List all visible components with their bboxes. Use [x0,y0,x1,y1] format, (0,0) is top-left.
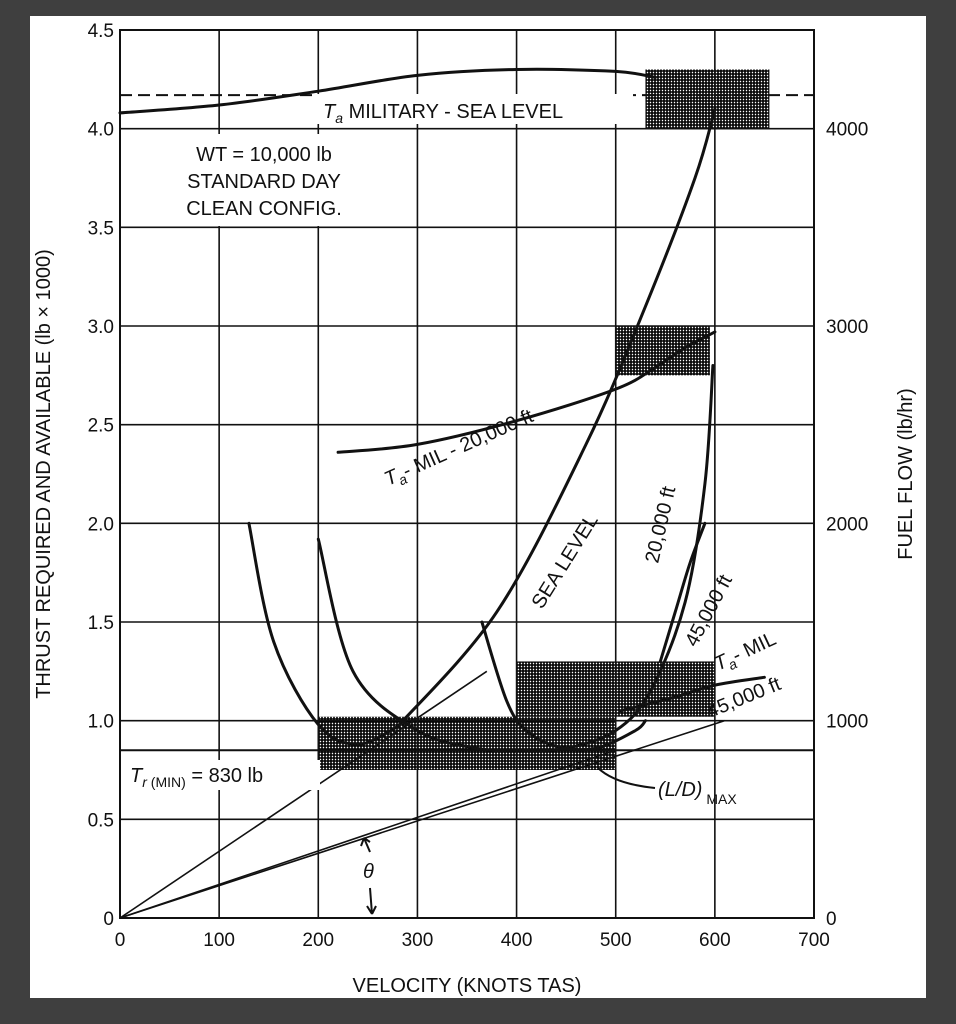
series-line-3 [247,521,400,746]
annotations: WT = 10,000 lb STANDARD DAY CLEAN CONFIG. T… [124,94,784,915]
note-line: CLEAN CONFIG. [186,198,342,220]
ta-rest: MILITARY - SEA LEVEL [343,101,563,123]
tangent-rays [119,670,726,919]
series-line-0 [118,67,657,115]
ld-sub: MAX [702,791,737,807]
x-tick-label: 300 [402,930,434,951]
theta-label: θ [363,861,374,883]
ta-20000-label: Ta- MIL - 20,000 ft [381,405,538,493]
x-tick-label: 500 [600,930,632,951]
y2-axis-label: FUEL FLOW (lb/hr) [895,388,917,560]
ray-0 [119,670,488,919]
y2-tick-label: 4000 [826,120,868,141]
ld-max-label: (L/D) MAX [658,779,737,807]
y-tick-label: 3.5 [88,218,114,239]
chart-figure: 0 100 200 300 400 500 600 700 0 0.5 1.0 1.5 2.0 2.5 3.… [30,16,926,998]
y-tick-label: 2.0 [88,514,114,535]
x-tick-label: 100 [203,930,235,951]
y-tick-label: 4.5 [88,21,114,42]
ta-sea-level-label: Ta MILITARY - SEA LEVEL [323,101,563,126]
theta-arrow-up [360,837,371,853]
series-line-2 [619,675,766,713]
chart-svg: 0 100 200 300 400 500 600 70000.51.01.52.02.53.… [33,21,917,997]
y2-tick-label: 3000 [826,317,868,338]
y-tick-label: 2.5 [88,416,114,437]
grid-lines [119,29,815,919]
theta-arrow-down [366,887,377,915]
y-tick-label: 1.0 [88,712,114,733]
tr-t: T [130,765,144,787]
ta-t: T [323,101,337,123]
tr-sub: r [142,774,148,790]
y2-tick-label: 1000 [826,712,868,733]
tr-min-label: Tr (MIN) = 830 lb [130,765,263,790]
hatched-region-0 [645,69,770,129]
y-tick-label: 4.0 [88,120,114,141]
x-axis-label: VELOCITY (KNOTS TAS) [353,975,582,997]
tr-rest: = 830 lb [186,765,263,787]
ld-main: (L/D) [658,779,702,801]
x-tick-label: 400 [501,930,533,951]
series-line-1 [336,330,717,454]
y-axis-label: THRUST REQUIRED AND AVAILABLE (lb × 1000… [33,249,55,699]
axis-labels: VELOCITY (KNOTS TAS) THRUST REQUIRED AND … [33,249,917,997]
tr-min-small: (MIN) [147,774,186,790]
ray-1 [119,719,726,919]
note-line: STANDARD DAY [187,171,341,193]
ld-leader [597,767,656,789]
y-tick-label: 3.0 [88,317,114,338]
y-tick-label: 1.5 [88,613,114,634]
notes-background [150,134,380,226]
curves [118,67,766,753]
series-line-4 [396,107,717,729]
alt-20000-label: 20,000 ft [641,484,680,565]
ray-2 [119,749,616,919]
note-line: WT = 10,000 lb [196,144,332,166]
hatched-region-1 [615,326,710,376]
y2-tick-label: 0 [826,909,837,930]
plot-frame [119,29,815,919]
y-tick-label: 0 [103,909,114,930]
hatched-regions [318,69,770,770]
x-tick-label: 200 [302,930,334,951]
tr-min-background [124,760,320,790]
ta-rest: - MIL [729,628,780,667]
y-tick-label: 0.5 [88,810,114,831]
ta-mil-label: Ta- MIL [711,628,781,678]
ta-sea-level-background [315,94,633,124]
x-tick-label: 0 [115,930,126,951]
series-line-6 [480,620,647,752]
x-tick-label: 700 [798,930,830,951]
tick-labels: 0 100 200 300 400 500 600 70000.51.01.52.02.53.… [88,21,869,951]
y2-tick-label: 2000 [826,514,868,535]
ta-sub: a [335,110,343,126]
sea-level-label: SEA LEVEL [528,510,603,612]
series-line-7 [658,521,707,663]
x-tick-label: 600 [699,930,731,951]
